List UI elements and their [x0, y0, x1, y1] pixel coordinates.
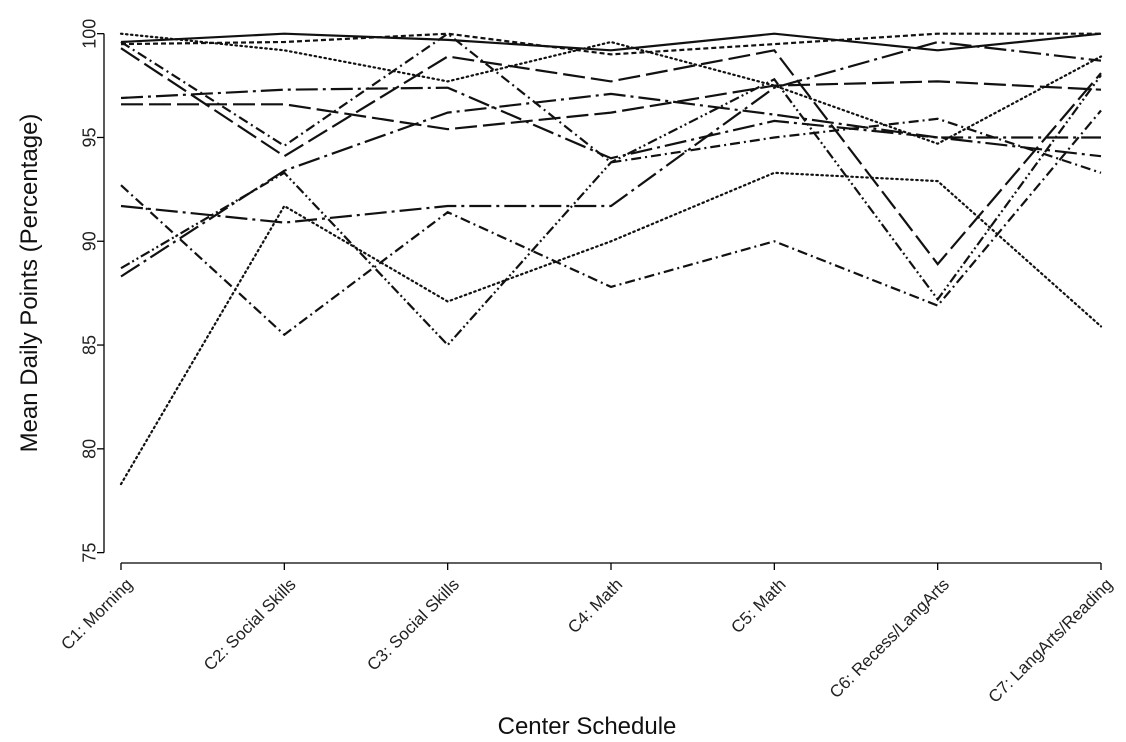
x-tick-label: C2: Social Skills: [200, 575, 300, 675]
y-axis-title: Mean Daily Points (Percentage): [16, 114, 43, 453]
series-line-12: [119, 171, 1103, 486]
x-tick-label: C5: Math: [727, 575, 789, 637]
series-line-8: [120, 40, 1102, 224]
series-line-11: [120, 74, 1102, 347]
series-layer: [119, 32, 1103, 486]
series-line-6: [120, 86, 1101, 160]
x-axis-title: Center Schedule: [498, 713, 677, 740]
y-tick-label: 95: [80, 127, 100, 147]
x-ticks: C1: Morning C2: Social Skills C3: Social S…: [57, 563, 1116, 707]
series-line-3: [120, 32, 1101, 56]
series-line-10: [120, 109, 1102, 337]
y-ticks: 75 80 85 90 95 100: [80, 19, 104, 563]
series-line-2: [119, 32, 1103, 145]
y-tick-label: 75: [80, 543, 100, 563]
x-tick-label: C7: LangArts/Reading: [985, 575, 1117, 707]
y-tick-label: 90: [80, 231, 100, 251]
x-tick-label: C3: Social Skills: [363, 575, 463, 675]
series-line-1: [120, 32, 1102, 52]
y-tick-label: 80: [80, 439, 100, 459]
series-line-5: [121, 80, 1102, 131]
series-line-7: [120, 92, 1102, 278]
series-line-4: [120, 47, 1102, 266]
x-tick-label: C1: Morning: [57, 575, 136, 654]
y-tick-label: 85: [80, 335, 100, 355]
series-line-9: [120, 32, 1102, 174]
x-tick-label: C4: Math: [564, 575, 626, 637]
x-tick-label: C6: Recess/LangArts: [826, 575, 953, 702]
y-tick-label: 100: [80, 19, 100, 49]
